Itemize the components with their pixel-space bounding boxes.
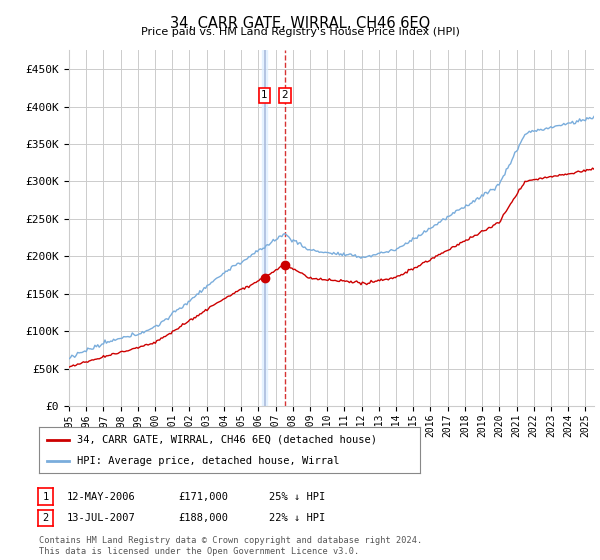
Text: 1: 1 — [43, 492, 49, 502]
Text: 22% ↓ HPI: 22% ↓ HPI — [269, 513, 325, 523]
Text: £188,000: £188,000 — [179, 513, 229, 523]
Text: Price paid vs. HM Land Registry's House Price Index (HPI): Price paid vs. HM Land Registry's House … — [140, 27, 460, 37]
Text: 2: 2 — [43, 513, 49, 523]
Text: 25% ↓ HPI: 25% ↓ HPI — [269, 492, 325, 502]
Bar — [262, 50, 267, 406]
Text: £171,000: £171,000 — [179, 492, 229, 502]
Text: 2: 2 — [281, 90, 288, 100]
Text: 34, CARR GATE, WIRRAL, CH46 6EQ: 34, CARR GATE, WIRRAL, CH46 6EQ — [170, 16, 430, 31]
Text: HPI: Average price, detached house, Wirral: HPI: Average price, detached house, Wirr… — [77, 456, 340, 466]
Text: 1: 1 — [261, 90, 268, 100]
Text: Contains HM Land Registry data © Crown copyright and database right 2024.
This d: Contains HM Land Registry data © Crown c… — [39, 536, 422, 556]
Text: 13-JUL-2007: 13-JUL-2007 — [67, 513, 136, 523]
Text: 12-MAY-2006: 12-MAY-2006 — [67, 492, 136, 502]
Text: 34, CARR GATE, WIRRAL, CH46 6EQ (detached house): 34, CARR GATE, WIRRAL, CH46 6EQ (detache… — [77, 435, 377, 445]
